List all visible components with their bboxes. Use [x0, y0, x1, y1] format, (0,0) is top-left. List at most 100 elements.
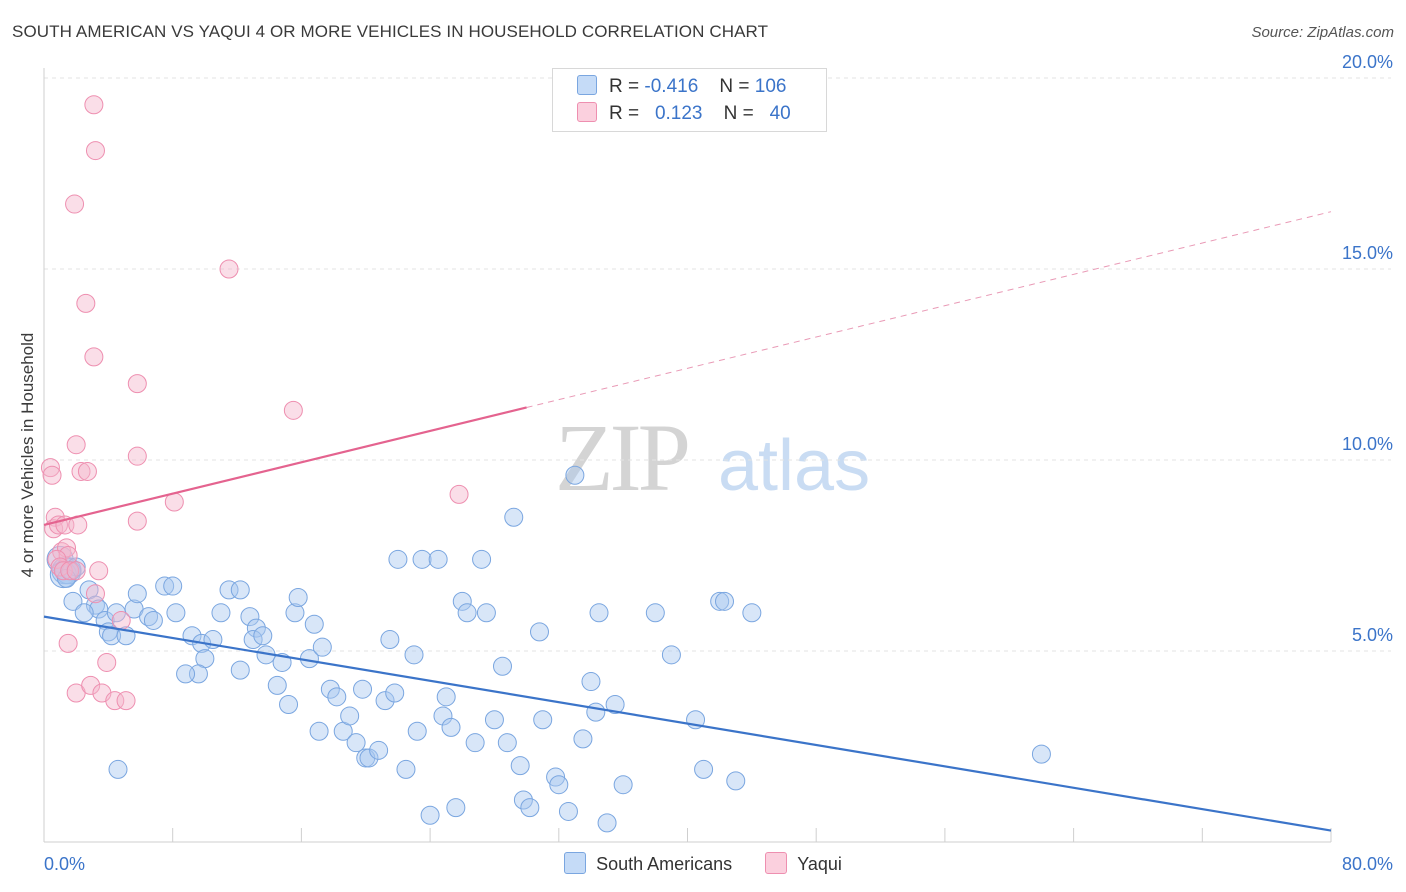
point-yaqui — [47, 549, 67, 569]
point-south-american — [407, 721, 427, 741]
source-credit: Source: ZipAtlas.com — [1251, 24, 1394, 41]
point-south-american — [57, 568, 77, 588]
point-south-american — [645, 603, 665, 623]
trend-line-yaqui — [43, 406, 527, 527]
point-south-american — [219, 580, 239, 600]
point-south-american — [710, 591, 730, 611]
point-yaqui — [60, 561, 80, 581]
point-south-american — [446, 798, 466, 818]
point-south-american — [661, 645, 681, 665]
point-south-american — [529, 622, 549, 642]
point-south-american — [230, 580, 250, 600]
point-yaqui — [127, 511, 147, 531]
point-south-american — [285, 603, 305, 623]
watermark-atlas: atlas — [718, 426, 870, 506]
point-south-american — [63, 591, 83, 611]
point-south-american — [304, 614, 324, 634]
point-south-american — [385, 683, 405, 703]
point-south-american — [143, 610, 163, 630]
correlation-legend: R = -0.416 N = 106 R = 0.123 N = 40 — [552, 68, 827, 132]
point-south-american — [558, 801, 578, 821]
point-south-american — [412, 549, 432, 569]
legend-r-value: -0.416 — [644, 76, 699, 97]
point-south-american — [436, 687, 456, 707]
point-south-american — [565, 465, 585, 485]
point-south-american — [340, 706, 360, 726]
point-south-american — [504, 507, 524, 527]
point-south-american — [240, 607, 260, 627]
point-yaqui — [127, 446, 147, 466]
legend-r-value: 0.123 — [654, 103, 703, 124]
point-south-american — [243, 630, 263, 650]
point-south-american — [428, 549, 448, 569]
y-tick-label: 5.0% — [1352, 625, 1393, 645]
point-yaqui — [71, 461, 91, 481]
point-south-american — [457, 603, 477, 623]
point-south-american — [476, 603, 496, 623]
point-south-american — [127, 584, 147, 604]
trend-line-yaqui-extrapolated — [526, 211, 1332, 408]
point-yaqui — [85, 141, 105, 161]
point-south-american — [573, 729, 593, 749]
point-yaqui — [66, 435, 86, 455]
point-south-american — [102, 626, 122, 646]
y-tick-label: 20.0% — [1342, 52, 1393, 72]
point-south-american — [230, 660, 250, 680]
point-south-american — [288, 588, 308, 608]
point-yaqui — [53, 561, 73, 581]
point-south-american — [465, 733, 485, 753]
point-yaqui — [105, 691, 125, 711]
point-yaqui — [97, 652, 117, 672]
point-yaqui — [58, 546, 78, 565]
point-yaqui — [77, 461, 97, 481]
point-south-american — [613, 775, 633, 795]
point-south-american — [497, 733, 517, 753]
point-south-american — [309, 721, 329, 741]
legend-n-label: N = — [723, 103, 754, 124]
point-yaqui — [76, 293, 96, 313]
point-south-american — [346, 733, 366, 753]
point-south-american — [320, 679, 340, 699]
point-south-american — [267, 675, 287, 695]
point-south-american — [388, 549, 408, 569]
point-south-american — [520, 798, 540, 818]
point-south-american — [546, 767, 566, 787]
point-south-american — [74, 603, 94, 623]
series-label: South Americans — [596, 854, 733, 874]
point-south-american — [211, 603, 231, 623]
point-yaqui — [58, 633, 78, 653]
point-yaqui — [42, 465, 62, 485]
legend-swatch-pink — [577, 102, 597, 122]
series-label: Yaqui — [797, 854, 842, 874]
point-south-american — [404, 645, 424, 665]
point-south-american — [279, 694, 299, 714]
point-yaqui — [111, 610, 131, 630]
series-swatch-blue — [564, 852, 587, 874]
chart-title: SOUTH AMERICAN VS YAQUI 4 OR MORE VEHICL… — [12, 22, 769, 41]
point-south-american — [246, 618, 266, 638]
x-tick-label: 80.0% — [1342, 854, 1393, 874]
point-south-american — [694, 759, 714, 779]
point-south-american — [484, 710, 504, 730]
point-south-american — [597, 813, 617, 833]
point-yaqui — [283, 400, 303, 420]
point-south-american — [533, 710, 553, 730]
point-yaqui — [84, 95, 104, 115]
legend-row-yaqui: R = 0.123 N = 40 — [577, 102, 791, 125]
point-south-american — [726, 771, 746, 791]
series-legend-south-americans: South Americans — [564, 852, 732, 875]
point-yaqui — [50, 557, 70, 577]
point-yaqui — [40, 458, 60, 478]
point-south-american — [433, 706, 453, 726]
y-axis-label: 4 or more Vehicles in Household — [18, 332, 37, 578]
y-tick-label: 15.0% — [1342, 243, 1393, 263]
point-yaqui — [219, 259, 239, 279]
point-yaqui — [81, 675, 101, 695]
series-swatch-pink — [765, 852, 788, 874]
point-south-american — [1031, 744, 1051, 764]
point-yaqui — [449, 484, 469, 504]
point-south-american — [492, 656, 512, 676]
point-south-american — [155, 576, 175, 596]
legend-r-label: R = — [609, 76, 640, 97]
point-south-american — [586, 702, 606, 722]
